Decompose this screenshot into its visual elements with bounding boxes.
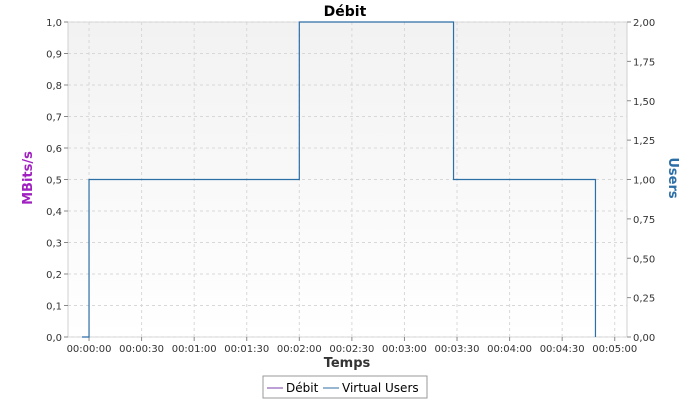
x-tick-label: 00:00:00 — [67, 344, 112, 355]
x-tick-label: 00:02:00 — [277, 344, 322, 355]
x-tick-label: 00:03:30 — [435, 344, 480, 355]
y-left-tick-label: 1,0 — [46, 18, 62, 29]
x-tick-label: 00:01:00 — [172, 344, 217, 355]
y-right-tick-label: 0,25 — [633, 294, 655, 305]
y-left-tick-label: 0,9 — [46, 50, 62, 61]
series-line-virtual-users — [82, 21, 597, 338]
legend-label-debit: Débit — [286, 381, 319, 395]
y-left-tick-label: 0,0 — [46, 333, 62, 344]
x-tick-label: 00:01:30 — [224, 344, 269, 355]
x-tick-label: 00:04:30 — [540, 344, 585, 355]
x-axis-ticks: 00:00:00 00:00:30 00:01:00 00:01:30 00:02:00… — [67, 337, 637, 355]
x-tick-label: 00:04:00 — [487, 344, 532, 355]
y-left-tick-label: 0,7 — [46, 113, 62, 124]
y-left-tick-label: 0,8 — [46, 81, 62, 92]
y-right-axis-ticks: 0,00 0,25 0,50 0,75 1,00 1,25 1,50 1,75 2,00 — [627, 18, 655, 344]
y-left-tick-label: 0,4 — [46, 207, 62, 218]
y-right-tick-label: 0,50 — [633, 254, 655, 265]
y-left-axis-ticks: 0,0 0,1 0,2 0,3 0,4 0,5 0,6 0,7 0,8 0,9 1,0 — [46, 18, 68, 344]
x-tick-label: 00:05:00 — [592, 344, 637, 355]
legend-label-virtual-users: Virtual Users — [342, 381, 419, 395]
legend: Débit Virtual Users — [262, 375, 428, 399]
y-left-axis-title: MBits/s — [21, 151, 36, 205]
y-right-tick-label: 2,00 — [633, 18, 655, 29]
y-left-tick-label: 0,3 — [46, 239, 62, 250]
x-tick-label: 00:03:00 — [382, 344, 427, 355]
y-left-tick-label: 0,2 — [46, 270, 62, 281]
y-right-tick-label: 1,00 — [633, 176, 655, 187]
chart-title: Débit — [324, 4, 367, 20]
y-right-tick-label: 0,75 — [633, 215, 655, 226]
y-right-tick-label: 1,25 — [633, 136, 655, 147]
y-right-tick-label: 1,50 — [633, 97, 655, 108]
y-left-tick-label: 0,5 — [46, 176, 62, 187]
x-tick-label: 00:00:30 — [119, 344, 164, 355]
series-lines — [82, 21, 597, 338]
x-axis-title: Temps — [324, 356, 371, 371]
y-left-tick-label: 0,6 — [46, 144, 62, 155]
legend-box — [262, 375, 428, 399]
y-right-tick-label: 1,75 — [633, 57, 655, 68]
x-tick-label: 00:02:30 — [329, 344, 374, 355]
y-right-tick-label: 0,00 — [633, 333, 655, 344]
y-left-tick-label: 0,1 — [46, 302, 62, 313]
y-right-axis-title: Users — [665, 157, 680, 199]
